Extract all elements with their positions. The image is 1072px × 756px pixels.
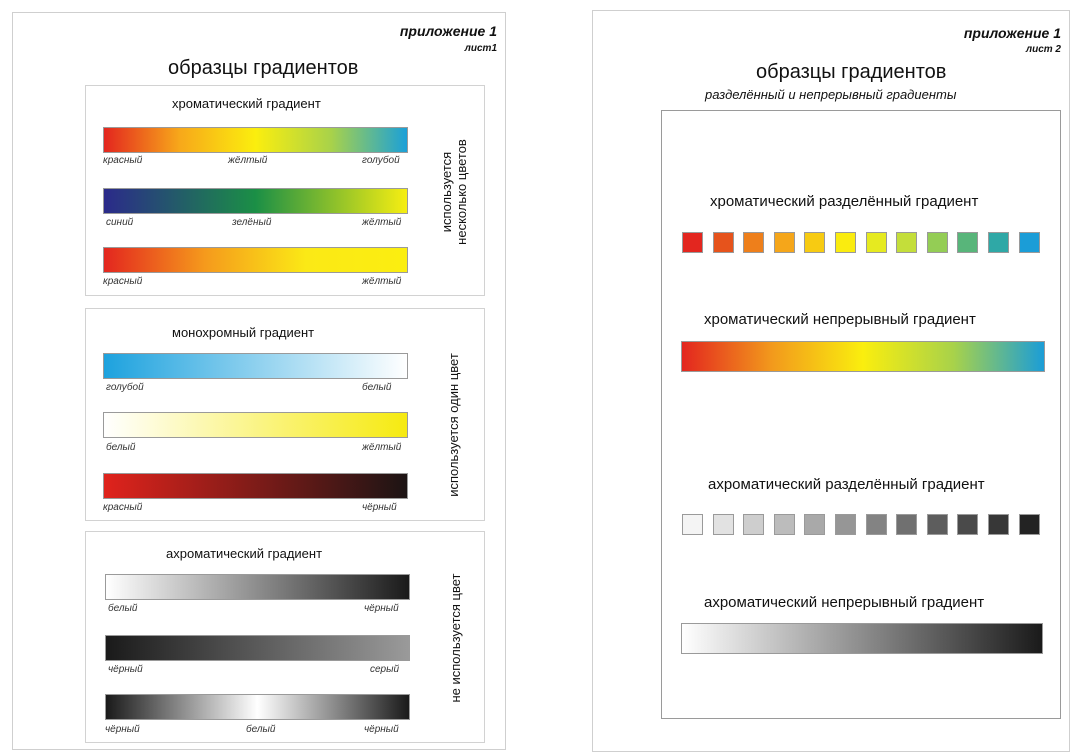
appendix-label: приложение 1 bbox=[963, 25, 1061, 41]
gradient-label: белый bbox=[362, 382, 392, 393]
color-swatch bbox=[682, 232, 703, 253]
section-title: ахроматический разделённый градиент bbox=[708, 476, 985, 493]
gradient-label: чёрный bbox=[105, 724, 140, 735]
color-swatch bbox=[957, 514, 979, 535]
gradient-label: зелёный bbox=[232, 217, 272, 228]
color-swatch bbox=[743, 232, 765, 253]
gradient-bar bbox=[103, 353, 408, 379]
sheet-number-label: лист 2 bbox=[1025, 44, 1061, 55]
gradient-label: голубой bbox=[362, 155, 400, 166]
color-swatch bbox=[712, 514, 734, 535]
color-swatch bbox=[957, 232, 979, 253]
gradient-bar bbox=[103, 247, 408, 273]
gradient-bar bbox=[681, 341, 1045, 372]
page-subtitle: разделённый и непрерывный градиенты bbox=[705, 87, 957, 102]
gradient-label: белый bbox=[106, 442, 136, 453]
gradient-bar bbox=[105, 574, 410, 600]
gradient-label: белый bbox=[246, 724, 276, 735]
appendix-label: приложение 1 bbox=[399, 23, 497, 39]
sheet-1: приложение 1 лист1 образцы градиентов хр… bbox=[12, 12, 506, 750]
gradient-label: красный bbox=[103, 502, 143, 513]
gradient-bar bbox=[105, 694, 410, 720]
gradient-bar bbox=[103, 473, 408, 499]
gradient-bar bbox=[103, 188, 408, 214]
color-swatch bbox=[1018, 232, 1040, 253]
page-title: образцы градиентов bbox=[756, 61, 947, 83]
color-swatch bbox=[804, 232, 826, 253]
side-caption: не используется цвет bbox=[448, 573, 463, 703]
color-swatch bbox=[682, 514, 703, 535]
panel-title: хроматический градиент bbox=[172, 96, 321, 111]
gradient-label: серый bbox=[370, 664, 400, 675]
gradient-label: красный bbox=[103, 276, 143, 287]
gradient-label: чёрный bbox=[364, 724, 399, 735]
gradient-label: голубой bbox=[106, 382, 144, 393]
gradient-bar bbox=[105, 635, 410, 661]
section-title: ахроматический непрерывный градиент bbox=[704, 594, 985, 611]
gradient-label: чёрный bbox=[362, 502, 397, 513]
section-title: хроматический непрерывный градиент bbox=[704, 311, 976, 328]
gradient-examples-frame: хроматический разделённый градиент хрома… bbox=[661, 110, 1061, 719]
gradient-label: жёлтый bbox=[362, 217, 402, 228]
color-swatch bbox=[773, 514, 795, 535]
color-swatch bbox=[988, 232, 1009, 253]
side-caption-line: используется bbox=[439, 151, 454, 233]
page-title: образцы градиентов bbox=[168, 57, 359, 79]
color-swatch bbox=[743, 514, 765, 535]
color-swatch bbox=[988, 514, 1009, 535]
gradient-label: жёлтый bbox=[228, 155, 268, 166]
color-swatch bbox=[804, 514, 826, 535]
color-swatch bbox=[835, 232, 856, 253]
color-swatch bbox=[773, 232, 795, 253]
color-swatch bbox=[712, 232, 734, 253]
gradient-label: белый bbox=[108, 603, 138, 614]
sheet-number-label: лист1 bbox=[464, 43, 497, 54]
side-caption-line: несколько цветов bbox=[454, 139, 469, 245]
panel-title: ахроматический градиент bbox=[166, 546, 323, 561]
gradient-bar bbox=[103, 412, 408, 438]
gradient-label: жёлтый bbox=[362, 442, 402, 453]
color-swatch bbox=[926, 232, 948, 253]
section-title: хроматический разделённый градиент bbox=[710, 193, 979, 210]
panel-title: монохромный градиент bbox=[172, 325, 315, 340]
color-swatch bbox=[896, 514, 918, 535]
gradient-bar bbox=[681, 623, 1043, 654]
side-caption: используется несколько цветов bbox=[439, 127, 469, 257]
color-swatch bbox=[896, 232, 918, 253]
color-swatch bbox=[926, 514, 948, 535]
chromatic-gradient-panel: хроматический градиент красный жёлтый го… bbox=[85, 85, 485, 296]
side-caption: используется один цвет bbox=[446, 353, 461, 497]
gradient-bar bbox=[103, 127, 408, 153]
gradient-label: жёлтый bbox=[362, 276, 402, 287]
color-swatch bbox=[865, 232, 887, 253]
gradient-label: красный bbox=[103, 155, 143, 166]
color-swatch bbox=[865, 514, 887, 535]
gradient-label: синий bbox=[106, 217, 134, 228]
color-swatch bbox=[1018, 514, 1040, 535]
gradient-label: чёрный bbox=[108, 664, 143, 675]
color-swatch bbox=[835, 514, 856, 535]
monochrome-gradient-panel: монохромный градиент голубой белый белый… bbox=[85, 308, 485, 521]
achromatic-gradient-panel: ахроматический градиент белый чёрный чёр… bbox=[85, 531, 485, 743]
sheet-2: приложение 1 лист 2 образцы градиентов р… bbox=[592, 10, 1070, 752]
gradient-label: чёрный bbox=[364, 603, 399, 614]
